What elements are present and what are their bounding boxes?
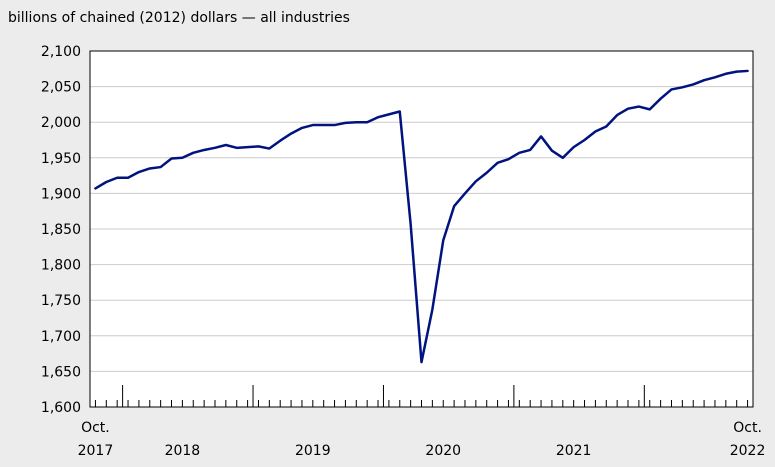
y-tick-label: 1,600 bbox=[41, 400, 81, 416]
x-tick-label: 2020 bbox=[425, 443, 461, 459]
data-point bbox=[235, 146, 239, 150]
data-point bbox=[680, 85, 684, 89]
data-point bbox=[702, 78, 706, 82]
data-point bbox=[593, 129, 597, 133]
data-point bbox=[159, 165, 163, 169]
y-tick-label: 1,650 bbox=[41, 364, 81, 380]
y-tick-label: 1,950 bbox=[41, 151, 81, 167]
data-point bbox=[626, 107, 630, 111]
data-point bbox=[126, 176, 130, 180]
x-tick-label: Oct. bbox=[81, 420, 110, 436]
y-tick-label: 1,700 bbox=[41, 329, 81, 345]
data-point bbox=[343, 121, 347, 125]
data-point bbox=[550, 149, 554, 153]
data-point bbox=[137, 170, 141, 174]
plot-frame bbox=[89, 50, 754, 408]
data-point bbox=[669, 87, 673, 91]
data-point bbox=[224, 143, 228, 147]
chart-title: billions of chained (2012) dollars — all… bbox=[8, 10, 350, 26]
series-line bbox=[94, 69, 749, 364]
y-tick-label: 1,750 bbox=[41, 293, 81, 309]
data-point bbox=[528, 148, 532, 152]
y-tick-label: 2,050 bbox=[41, 80, 81, 96]
data-point bbox=[735, 70, 739, 74]
data-point bbox=[311, 123, 315, 127]
x-tick-label: 2021 bbox=[556, 443, 592, 459]
data-point bbox=[474, 179, 478, 183]
data-point bbox=[213, 146, 217, 150]
data-point bbox=[115, 176, 119, 180]
data-point bbox=[170, 157, 174, 161]
data-point bbox=[398, 110, 402, 114]
y-axis-tick-labels: 1,600 1,650 1,700 1,750 1,800 1,850 1,900 1,950… bbox=[41, 44, 81, 416]
series-group bbox=[93, 69, 750, 364]
x-tick-label: 2018 bbox=[165, 443, 201, 459]
y-tick-label: 2,100 bbox=[41, 44, 81, 60]
data-point bbox=[615, 113, 619, 117]
data-point bbox=[441, 238, 445, 242]
x-tick-label: Oct. bbox=[733, 420, 762, 436]
data-point bbox=[104, 180, 108, 184]
gridlines bbox=[90, 86, 753, 372]
data-point bbox=[583, 138, 587, 142]
x-axis: Oct. 2017 2018 2019 2020 2021 Oct. 2022 bbox=[78, 385, 766, 459]
data-point bbox=[746, 69, 750, 73]
y-tick-label: 2,000 bbox=[41, 115, 81, 131]
data-point bbox=[246, 145, 250, 149]
data-point bbox=[387, 112, 391, 116]
data-point bbox=[409, 222, 413, 226]
y-tick-label: 1,900 bbox=[41, 186, 81, 202]
data-point bbox=[180, 156, 184, 160]
data-point bbox=[485, 171, 489, 175]
data-point bbox=[365, 120, 369, 124]
data-point bbox=[354, 120, 358, 124]
data-point bbox=[420, 360, 424, 364]
x-tick-label: 2022 bbox=[730, 443, 766, 459]
data-point bbox=[267, 147, 271, 151]
data-point bbox=[256, 144, 260, 148]
data-point bbox=[539, 134, 543, 138]
data-point bbox=[148, 166, 152, 170]
data-point bbox=[300, 126, 304, 130]
data-point bbox=[463, 191, 467, 195]
data-point bbox=[691, 82, 695, 86]
data-point bbox=[604, 124, 608, 128]
x-tick-label: 2017 bbox=[78, 443, 114, 459]
data-point bbox=[517, 151, 521, 155]
data-point bbox=[496, 161, 500, 165]
data-point bbox=[191, 151, 195, 155]
data-point bbox=[506, 157, 510, 161]
data-point bbox=[713, 75, 717, 79]
data-point bbox=[278, 139, 282, 143]
data-point bbox=[333, 123, 337, 127]
data-point bbox=[93, 186, 97, 190]
data-point bbox=[202, 148, 206, 152]
data-point bbox=[561, 156, 565, 160]
data-point bbox=[430, 307, 434, 311]
data-point bbox=[322, 123, 326, 127]
data-point bbox=[572, 145, 576, 149]
data-point bbox=[452, 204, 456, 208]
y-tick-label: 1,850 bbox=[41, 222, 81, 238]
data-point bbox=[724, 72, 728, 76]
data-point bbox=[659, 97, 663, 101]
y-tick-label: 1,800 bbox=[41, 258, 81, 274]
x-tick-label: 2019 bbox=[295, 443, 331, 459]
data-point bbox=[376, 115, 380, 119]
data-point bbox=[289, 132, 293, 136]
data-point bbox=[648, 107, 652, 111]
data-point bbox=[637, 105, 641, 109]
